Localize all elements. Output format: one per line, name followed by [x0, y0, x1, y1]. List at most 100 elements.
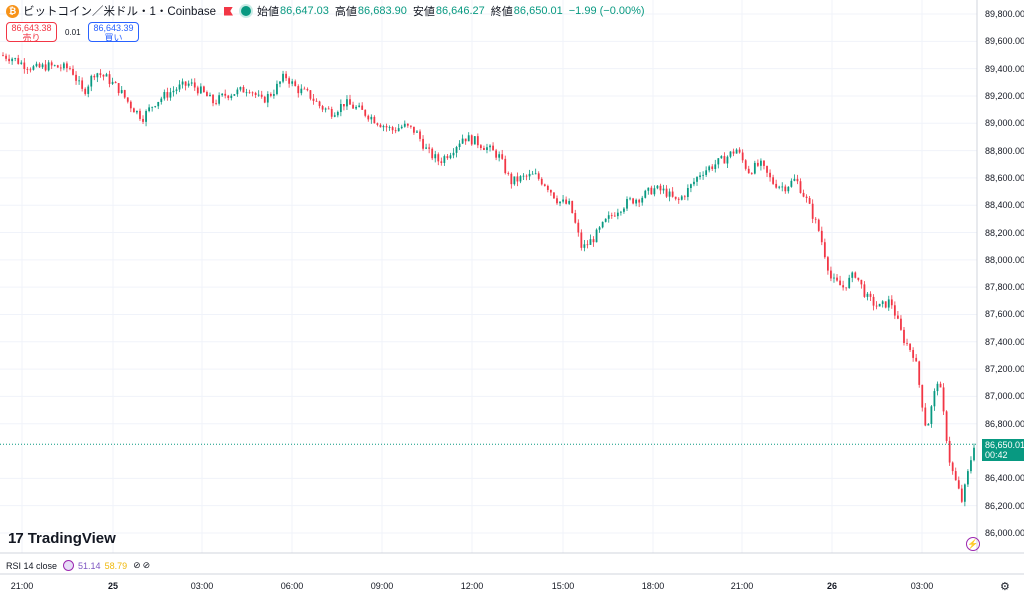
candle-body [154, 106, 157, 108]
candle-body [330, 109, 333, 117]
price-tick-label: 89,000.00 [985, 118, 1024, 129]
candle-body [912, 349, 915, 358]
candle-body [276, 83, 278, 95]
candle-body [951, 462, 954, 472]
candle-body [577, 222, 580, 233]
candle-body [376, 123, 379, 125]
candle-body [826, 257, 829, 271]
flag-icon[interactable] [223, 6, 233, 16]
candle-body [166, 92, 169, 98]
buy-button[interactable]: 86,643.39 買い [88, 22, 139, 42]
candle-body [525, 175, 528, 177]
candle-body [455, 147, 458, 153]
candle-body [598, 227, 601, 230]
candle-body [833, 277, 835, 279]
candle-body [601, 221, 604, 228]
candle-body [778, 186, 781, 188]
candle-body [196, 87, 199, 94]
candle-body [741, 152, 744, 161]
candle-body [324, 108, 327, 110]
candle-body [811, 203, 814, 219]
candle-body [483, 147, 485, 150]
symbol-name[interactable]: ビットコイン／米ドル・1・Coinbase [23, 6, 216, 18]
candle-body [221, 93, 224, 96]
lightning-icon[interactable]: ⚡ [966, 537, 980, 551]
candle-body [839, 280, 841, 286]
rsi-label[interactable]: RSI 14 close [6, 560, 58, 571]
candle-body [397, 128, 400, 132]
candle-body [763, 160, 765, 166]
high-label: 高値 [334, 6, 357, 18]
candle-body [361, 105, 364, 110]
candle-body [370, 116, 373, 120]
buy-price: 86,643.39 [93, 23, 134, 33]
candle-body [756, 162, 759, 166]
candle-body [260, 94, 263, 97]
candle-body [175, 89, 178, 91]
candle-body [875, 305, 878, 307]
spread-value: 0.01 [65, 28, 81, 37]
candle-body [263, 96, 266, 103]
candle-body [236, 89, 239, 95]
candle-body [318, 101, 321, 107]
candle-body [467, 135, 470, 142]
price-tick-label: 89,800.00 [985, 9, 1024, 19]
candle-body [534, 173, 537, 175]
candle-body [126, 97, 129, 102]
candle-body [336, 112, 339, 116]
hide-icon[interactable]: ⊘ [133, 560, 141, 570]
candle-body [884, 301, 887, 308]
candle-body [760, 160, 762, 166]
candle-body [653, 188, 656, 195]
candle-body [69, 68, 71, 69]
candle-body [504, 158, 507, 174]
candle-body [218, 95, 221, 104]
candle-body [686, 188, 689, 197]
candle-body [190, 82, 193, 84]
candle-body [808, 198, 811, 204]
candle-body [674, 196, 677, 199]
candle-body [726, 156, 729, 164]
tradingview-logo[interactable]: 17 TradingView [8, 530, 116, 547]
candle-body [863, 284, 866, 297]
candle-body [802, 192, 805, 197]
candle-body [449, 155, 452, 159]
candle-body [206, 92, 208, 97]
candle-body [458, 143, 461, 148]
gear-icon[interactable]: ⚙ [1000, 581, 1010, 593]
candle-body [668, 191, 671, 197]
candle-body [906, 342, 908, 344]
candle-body [99, 73, 102, 75]
candle-body [927, 423, 930, 426]
candle-body [656, 185, 659, 189]
candle-body [400, 126, 403, 129]
candle-body [452, 152, 455, 156]
candle-body [78, 80, 80, 82]
candle-body [382, 126, 385, 128]
low-value: 86,646.27 [435, 5, 485, 17]
market-open-icon [240, 6, 251, 16]
candle-body [683, 196, 686, 198]
hide-ma-icon[interactable]: ⊘ [142, 560, 151, 570]
candle-body [616, 212, 619, 217]
time-tick-label: 06:00 [280, 581, 304, 591]
candle-body [2, 54, 4, 56]
candle-body [592, 239, 595, 243]
candle-body [939, 383, 942, 388]
time-tick-label: 03:00 [910, 581, 934, 591]
low-label: 安値 [412, 6, 435, 18]
candle-body [29, 69, 32, 71]
price-tick-label: 89,600.00 [985, 36, 1024, 47]
candle-body [501, 154, 504, 159]
candle-body [114, 81, 117, 84]
candle-body [495, 150, 498, 158]
candle-body [890, 299, 893, 306]
candle-body [543, 184, 546, 186]
sell-button[interactable]: 86,643.38 売り [6, 22, 57, 42]
rsi-legend: RSI 14 close 51.14 58.79 ⊘ ⊘ [6, 560, 150, 571]
candle-body [690, 184, 692, 189]
candle-body [677, 198, 680, 200]
candle-body [513, 176, 516, 185]
candle-body [105, 74, 108, 77]
